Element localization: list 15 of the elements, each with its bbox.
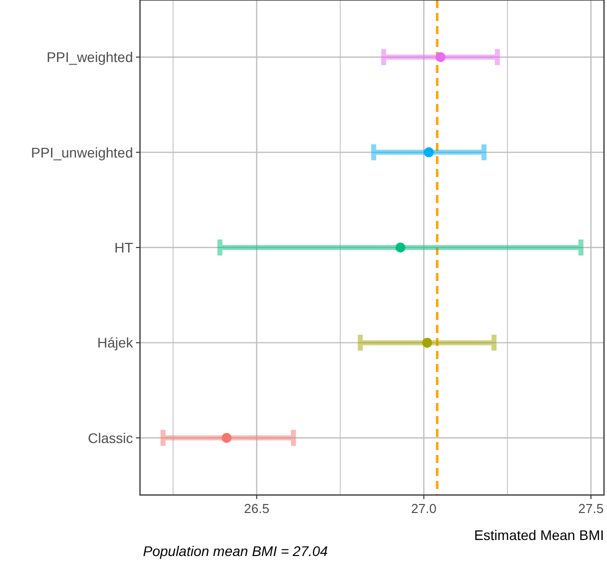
x-tick-label: 26.5: [244, 501, 270, 516]
y-tick-label: PPI_weighted: [46, 49, 133, 66]
point: [424, 147, 434, 158]
y-tick-label: Hájek: [97, 334, 134, 351]
text: Population mean BMI = 27.04: [143, 543, 328, 559]
x-axis-title: Estimated Mean BMI: [474, 527, 604, 543]
y-tick-label: Classic: [88, 430, 133, 446]
x-tick-label: 27.0: [411, 501, 436, 516]
point: [222, 432, 232, 443]
point: [422, 338, 432, 348]
point: [436, 52, 446, 62]
x-tick-label: 27.5: [578, 501, 604, 516]
point: [395, 242, 406, 252]
y-tick-label: PPI_unweighted: [31, 144, 133, 160]
y-tick-label: HT: [114, 240, 134, 256]
